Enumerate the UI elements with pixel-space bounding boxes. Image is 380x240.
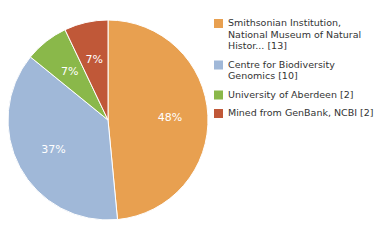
data-label: 37% bbox=[41, 143, 65, 156]
legend-item: Centre for BiodiversityGenomics [10] bbox=[214, 59, 335, 81]
chart: 48% 37% 7% 7% Smithsonian Institution,Nation… bbox=[0, 0, 380, 240]
legend-label: Mined from GenBank, NCBI [2] bbox=[228, 107, 374, 118]
legend: Smithsonian Institution,National Museum … bbox=[214, 17, 374, 118]
data-label: 7% bbox=[61, 65, 78, 78]
pie-slice bbox=[108, 20, 208, 220]
legend-item: University of Aberdeen [2] bbox=[214, 89, 353, 100]
data-label: 7% bbox=[86, 53, 103, 66]
legend-item: Mined from GenBank, NCBI [2] bbox=[214, 107, 374, 118]
pie bbox=[8, 20, 208, 220]
legend-label: Smithsonian Institution,National Museum … bbox=[228, 17, 361, 51]
legend-item: Smithsonian Institution,National Museum … bbox=[214, 17, 361, 51]
data-label: 48% bbox=[158, 111, 182, 124]
data-labels: 48% 37% 7% 7% bbox=[41, 53, 182, 156]
legend-label: Centre for BiodiversityGenomics [10] bbox=[228, 59, 335, 81]
legend-swatch bbox=[214, 19, 223, 28]
legend-swatch bbox=[214, 61, 223, 70]
legend-swatch bbox=[214, 109, 223, 118]
legend-label: University of Aberdeen [2] bbox=[228, 89, 353, 100]
legend-swatch bbox=[214, 91, 223, 100]
